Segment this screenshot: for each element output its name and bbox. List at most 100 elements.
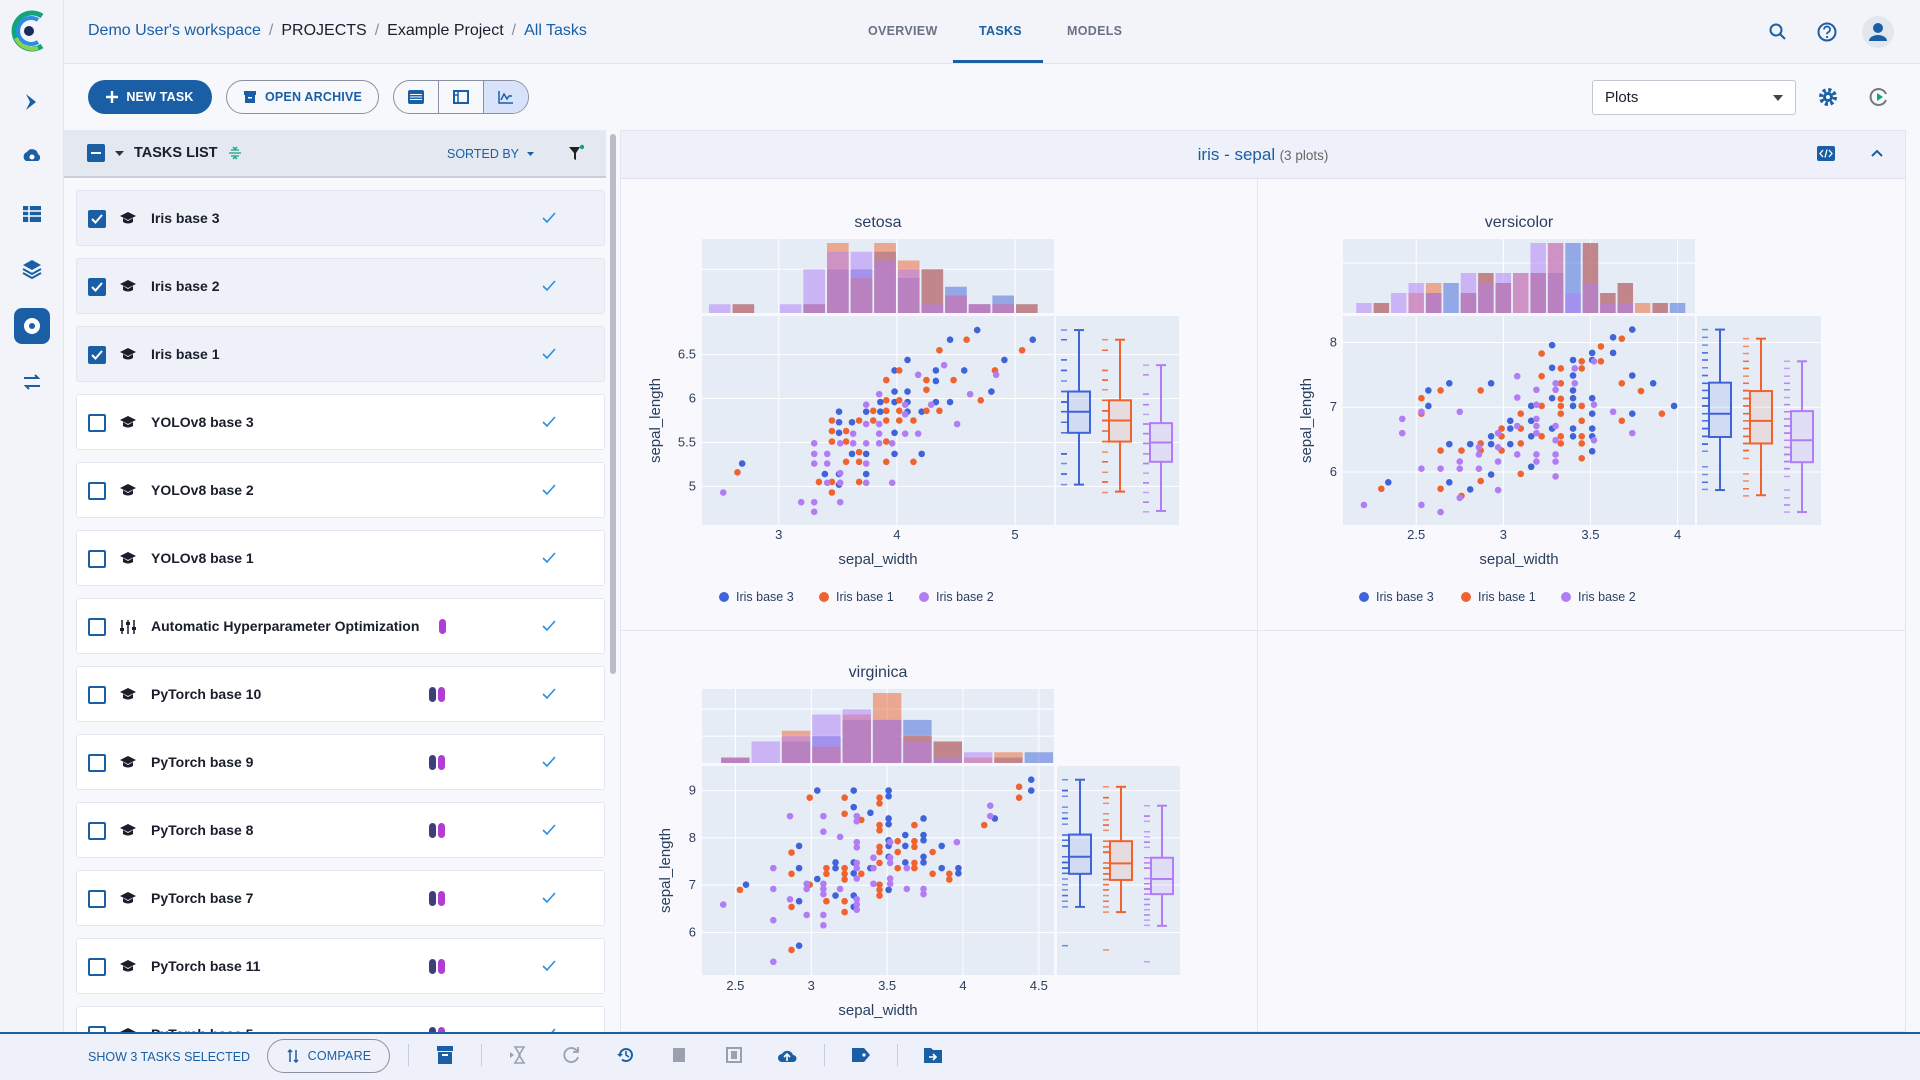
task-row[interactable]: YOLOv8 base 1 bbox=[76, 530, 605, 586]
auto-refresh-icon[interactable] bbox=[1868, 86, 1890, 108]
show-selected-button[interactable]: SHOW 3 TASKS SELECTED bbox=[88, 1050, 251, 1064]
archive-action-button[interactable] bbox=[435, 1045, 455, 1065]
tab-overview[interactable]: OVERVIEW bbox=[868, 24, 938, 38]
task-row[interactable]: Iris base 2 bbox=[76, 258, 605, 314]
task-row[interactable]: PyTorch base 7 bbox=[76, 870, 605, 926]
cloud-gear-icon bbox=[23, 149, 41, 161]
scatter-point bbox=[1475, 451, 1483, 458]
task-checkbox[interactable] bbox=[88, 686, 106, 704]
sidebar-item-datasets[interactable] bbox=[14, 196, 50, 232]
scatter-point bbox=[920, 836, 927, 844]
details-view-button[interactable] bbox=[439, 81, 484, 113]
reset-button[interactable] bbox=[616, 1045, 636, 1065]
task-checkbox[interactable] bbox=[88, 414, 106, 432]
table-icon bbox=[23, 206, 41, 222]
abort-button[interactable] bbox=[670, 1045, 690, 1065]
caret-down-icon[interactable] bbox=[115, 151, 124, 156]
new-task-button[interactable]: NEW TASK bbox=[88, 80, 212, 114]
caret-down-icon[interactable] bbox=[527, 152, 534, 156]
training-task-icon bbox=[119, 891, 137, 910]
scatter-point bbox=[1517, 440, 1525, 447]
user-avatar[interactable] bbox=[1862, 16, 1894, 48]
scatter-point bbox=[858, 870, 865, 878]
scatter-point bbox=[1506, 425, 1514, 432]
embed-code-icon[interactable] bbox=[1817, 146, 1835, 161]
charts-view-button[interactable] bbox=[484, 81, 528, 113]
scatter-point bbox=[803, 885, 810, 893]
task-row[interactable]: Automatic Hyperparameter Optimization bbox=[76, 598, 605, 654]
filter-icon[interactable] bbox=[568, 144, 584, 162]
histogram-bar bbox=[721, 757, 750, 763]
breadcrumb-workspace[interactable]: Demo User's workspace bbox=[88, 22, 261, 39]
task-row[interactable]: PyTorch base 8 bbox=[76, 802, 605, 858]
sidebar-item-pipelines[interactable] bbox=[14, 251, 50, 287]
publish-button[interactable] bbox=[724, 1045, 744, 1065]
completed-check-icon bbox=[542, 824, 556, 836]
tab-tasks[interactable]: TASKS bbox=[979, 24, 1022, 38]
enqueue-button[interactable] bbox=[508, 1045, 528, 1065]
tasks-list-scrollbar[interactable] bbox=[610, 134, 616, 674]
scatter-point bbox=[1552, 473, 1559, 480]
scatter-point bbox=[1527, 433, 1535, 440]
plot-group-header[interactable]: iris - sepal (3 plots) bbox=[621, 131, 1905, 179]
select-all-checkbox[interactable] bbox=[87, 144, 105, 162]
compare-button[interactable]: COMPARE bbox=[267, 1039, 390, 1073]
task-checkbox[interactable] bbox=[88, 1026, 106, 1032]
scatter-point bbox=[820, 885, 827, 893]
task-row[interactable]: YOLOv8 base 2 bbox=[76, 462, 605, 518]
tag-button[interactable] bbox=[851, 1045, 871, 1065]
scatter-point bbox=[853, 818, 861, 825]
scatter-point bbox=[920, 859, 927, 866]
task-checkbox[interactable] bbox=[88, 550, 106, 568]
task-checkbox[interactable] bbox=[88, 822, 106, 840]
task-row[interactable]: PyTorch base 11 bbox=[76, 938, 605, 994]
task-checkbox[interactable] bbox=[88, 210, 106, 228]
task-checkbox[interactable] bbox=[88, 346, 106, 364]
task-checkbox[interactable] bbox=[88, 958, 106, 976]
move-to-project-button[interactable] bbox=[923, 1045, 943, 1065]
task-row[interactable]: PyTorch base 5 bbox=[76, 1006, 605, 1032]
task-checkbox[interactable] bbox=[88, 278, 106, 296]
scatter-point bbox=[895, 367, 903, 374]
task-row[interactable]: Iris base 1 bbox=[76, 326, 605, 382]
sidebar-item-expand[interactable] bbox=[14, 84, 50, 120]
view-select[interactable]: Plots bbox=[1592, 80, 1796, 115]
scatter-point bbox=[1378, 485, 1385, 493]
upload-button[interactable] bbox=[777, 1045, 797, 1065]
scatter-point bbox=[1557, 379, 1565, 387]
scatter-point bbox=[1533, 451, 1540, 458]
sidebar-item-reports[interactable] bbox=[14, 364, 50, 400]
scatter-point bbox=[891, 450, 898, 458]
x-tick-label: 4 bbox=[1674, 527, 1681, 542]
task-checkbox[interactable] bbox=[88, 890, 106, 908]
tab-models[interactable]: MODELS bbox=[1067, 24, 1123, 38]
collapse-rows-icon[interactable] bbox=[228, 145, 242, 161]
sidebar-item-projects[interactable] bbox=[14, 308, 50, 344]
task-checkbox[interactable] bbox=[88, 482, 106, 500]
chevron-up-icon[interactable] bbox=[1871, 149, 1883, 157]
retry-button[interactable] bbox=[562, 1045, 582, 1065]
open-archive-button[interactable]: OPEN ARCHIVE bbox=[226, 80, 379, 114]
task-checkbox[interactable] bbox=[88, 618, 106, 636]
task-row[interactable]: PyTorch base 9 bbox=[76, 734, 605, 790]
breadcrumb-projects[interactable]: PROJECTS bbox=[281, 22, 367, 39]
scatter-point bbox=[901, 411, 909, 418]
scatter-point bbox=[823, 460, 831, 467]
settings-gear-icon[interactable] bbox=[1818, 87, 1838, 107]
task-checkbox[interactable] bbox=[88, 754, 106, 772]
sort-by-button[interactable]: SORTED BY bbox=[446, 147, 519, 161]
clearml-logo-icon[interactable] bbox=[8, 8, 52, 54]
help-icon[interactable] bbox=[1816, 21, 1838, 43]
breadcrumb-project[interactable]: Example Project bbox=[387, 22, 504, 39]
task-row[interactable]: Iris base 3 bbox=[76, 190, 605, 246]
scatter-point bbox=[876, 892, 883, 899]
search-icon[interactable] bbox=[1768, 22, 1788, 42]
scatter-point bbox=[1552, 451, 1559, 458]
task-row[interactable]: PyTorch base 10 bbox=[76, 666, 605, 722]
status-pill bbox=[438, 823, 445, 838]
table-view-button[interactable] bbox=[394, 81, 439, 113]
breadcrumb-all-tasks[interactable]: All Tasks bbox=[524, 22, 587, 39]
task-row[interactable]: YOLOv8 base 3 bbox=[76, 394, 605, 450]
sidebar-item-orchestration[interactable] bbox=[14, 139, 50, 175]
scatter-point bbox=[1018, 346, 1026, 354]
